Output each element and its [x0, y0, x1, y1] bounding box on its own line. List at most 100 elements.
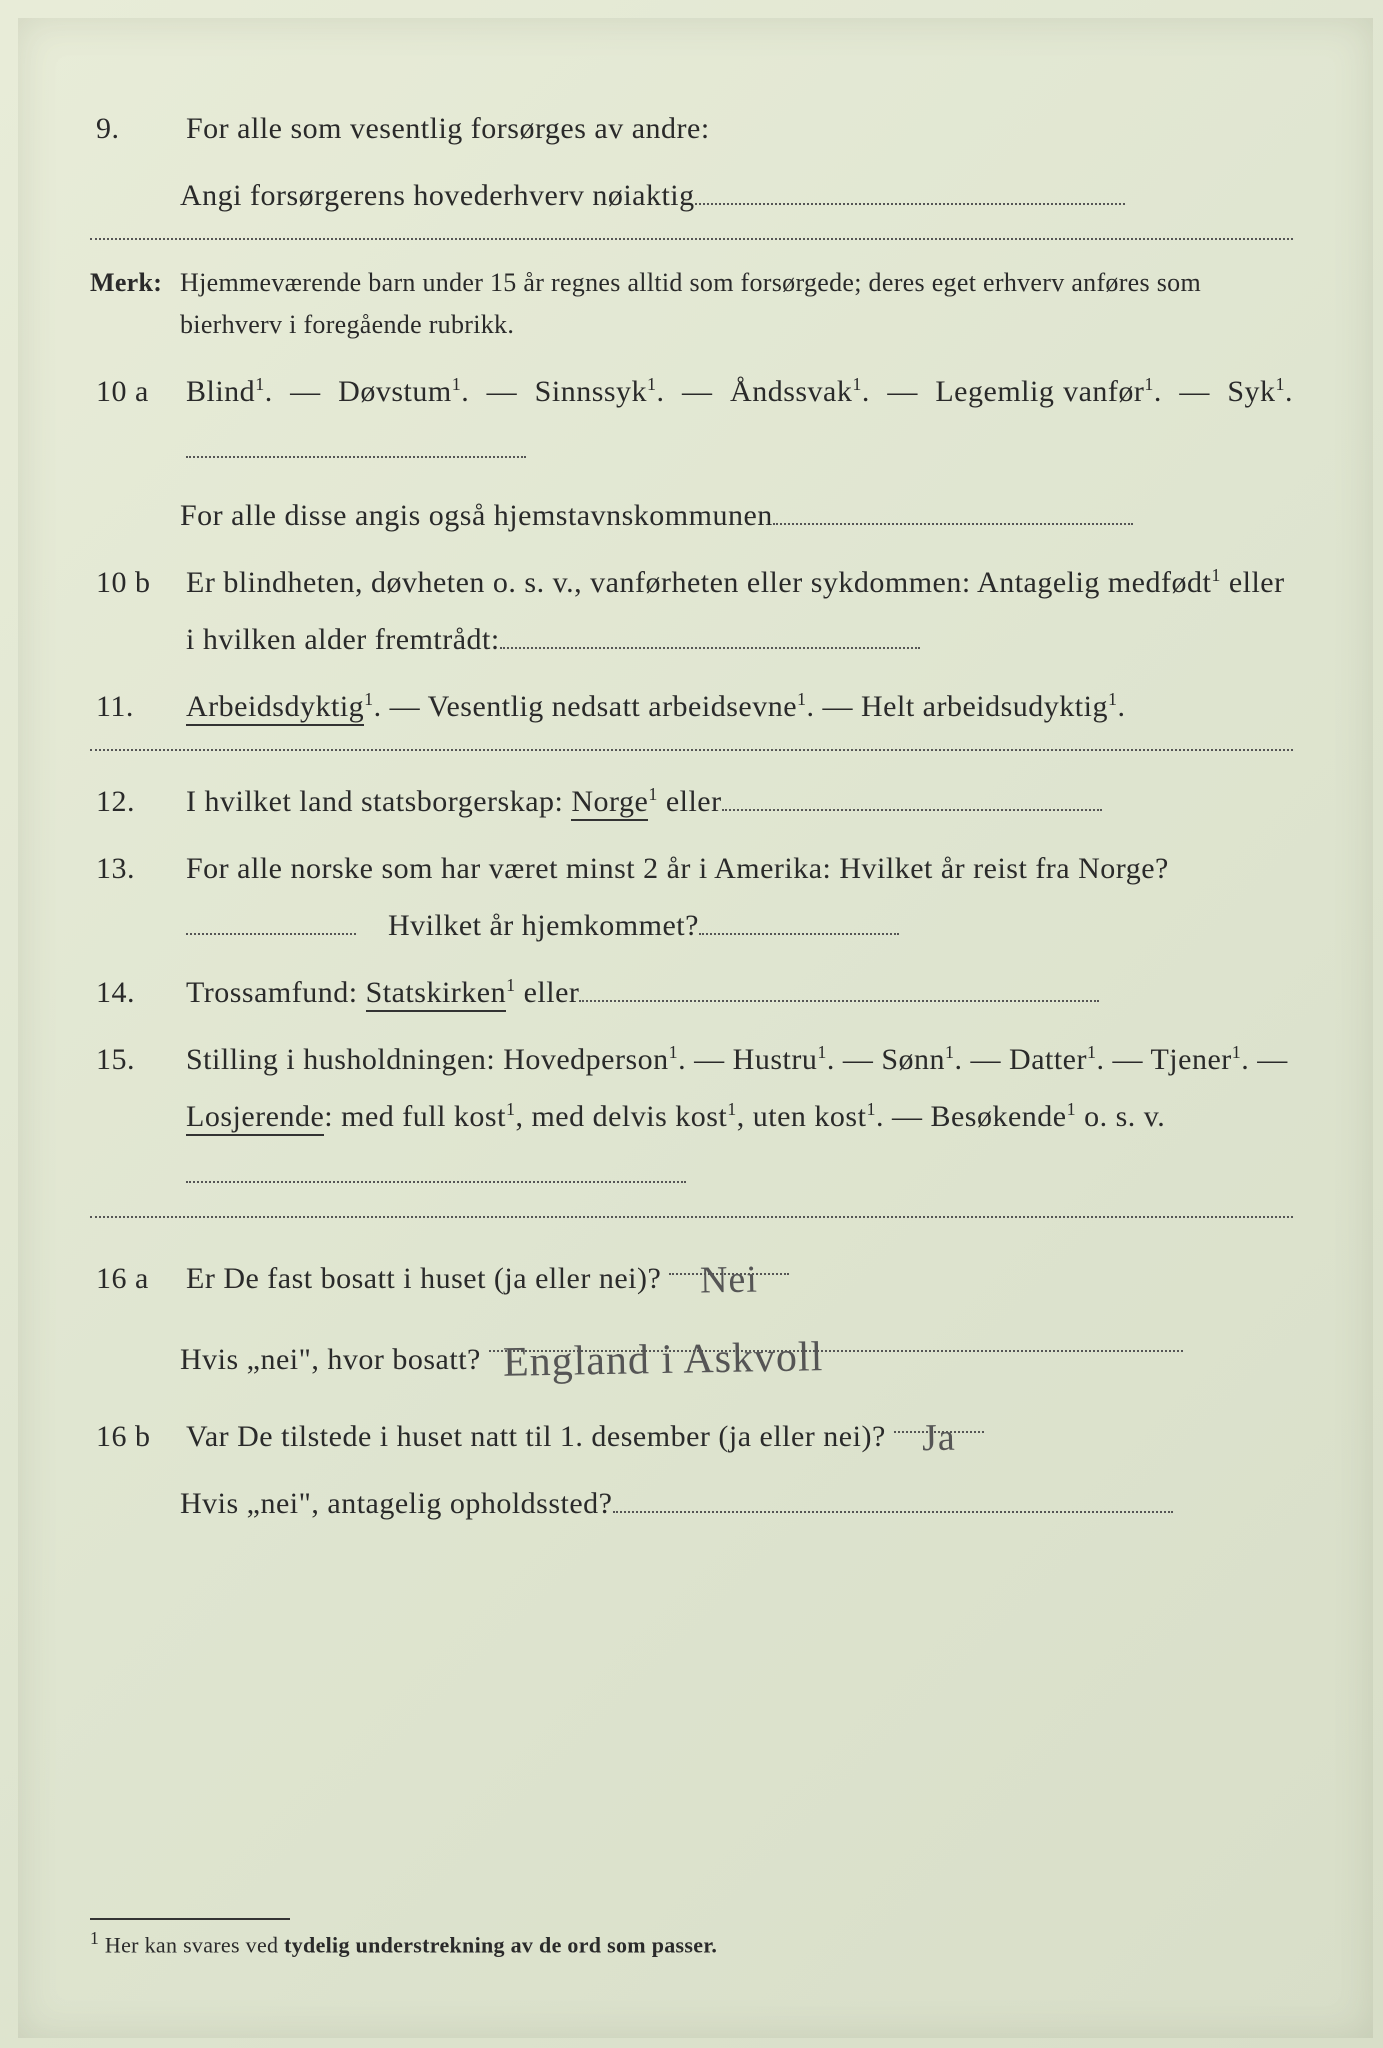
- opt-hovedperson: Hovedperson: [503, 1043, 668, 1076]
- q9-number: 9.: [90, 100, 186, 157]
- blank-line: [579, 967, 1099, 1002]
- sup: 1: [1087, 1042, 1097, 1062]
- question-10b: 10 b Er blindheten, døvheten o. s. v., v…: [90, 554, 1293, 668]
- q13-text-a: For alle norske som har været minst 2 år…: [186, 852, 1169, 885]
- q12-norge: Norge: [571, 785, 648, 821]
- blank-line: [500, 614, 920, 649]
- q15-after-ul3: , uten kost: [737, 1100, 867, 1133]
- opt-andssvak: Åndssvak: [730, 375, 852, 408]
- opt-sonn: Sønn: [881, 1043, 945, 1076]
- sup: 1: [647, 374, 657, 394]
- q12-number: 12.: [90, 773, 186, 830]
- sup: 1: [506, 1099, 516, 1119]
- q11-number: 11.: [90, 678, 186, 735]
- opt-dovstum: Døvstum: [338, 375, 452, 408]
- blank-line: [186, 1148, 686, 1183]
- q15-tail: . — Besøkende: [876, 1100, 1067, 1133]
- q15-after-ul: : med full kost: [324, 1100, 506, 1133]
- q9-line2-text: Angi forsørgerens hovederhverv nøiaktig: [180, 179, 695, 212]
- opt-tjener: Tjener: [1150, 1043, 1231, 1076]
- question-15: 15. Stilling i husholdningen: Hovedperso…: [90, 1031, 1293, 1202]
- q10b-body: Er blindheten, døvheten o. s. v., vanfør…: [186, 554, 1293, 668]
- q16b-number: 16 b: [90, 1408, 186, 1465]
- blank-line: [186, 423, 526, 458]
- sup: 1: [1232, 1042, 1242, 1062]
- q14-body: Trossamfund: Statskirken1 eller: [186, 964, 1293, 1021]
- opt-hustru: Hustru: [733, 1043, 818, 1076]
- footnote-rule: [90, 1918, 290, 1920]
- opt-udyktig: Helt arbeidsudyktig: [861, 690, 1108, 723]
- q14-statskirken: Statskirken: [366, 976, 507, 1012]
- sup: 1: [797, 689, 807, 709]
- document-page: 9. For alle som vesentlig forsørges av a…: [0, 0, 1383, 2048]
- footnote: 1 Her kan svares ved tydelig understrekn…: [90, 1928, 1293, 1958]
- question-9: 9. For alle som vesentlig forsørges av a…: [90, 100, 1293, 157]
- sup: 1: [648, 784, 658, 804]
- q14-number: 14.: [90, 964, 186, 1021]
- question-16a: 16 a Er De fast bosatt i huset (ja eller…: [90, 1240, 1293, 1307]
- q14-text-a: Trossamfund:: [186, 976, 366, 1009]
- q10a-line2-text: For alle disse angis også hjemstavnskomm…: [180, 499, 773, 532]
- q16b-ans1-line: Ja: [894, 1398, 984, 1433]
- merk-text: Hjemmeværende barn under 15 år regnes al…: [180, 262, 1293, 345]
- section-divider: [90, 238, 1293, 240]
- q10a-line2: For alle disse angis også hjemstavnskomm…: [90, 487, 1293, 544]
- q12-text-b: eller: [658, 785, 722, 818]
- opt-arbeidsdyktig: Arbeidsdyktig: [186, 690, 364, 726]
- sup: 1: [852, 374, 862, 394]
- q10a-body: Blind1. — Døvstum1. — Sinnssyk1. — Åndss…: [186, 363, 1293, 477]
- opt-datter: Datter: [1009, 1043, 1087, 1076]
- q16a-q1: Er De fast bosatt i huset (ja eller nei)…: [186, 1262, 661, 1295]
- question-13: 13. For alle norske som har været minst …: [90, 840, 1293, 954]
- q15-lead: Stilling i husholdningen:: [186, 1043, 503, 1076]
- sup: 1: [866, 1099, 876, 1119]
- q16a-number: 16 a: [90, 1250, 186, 1307]
- blank-line: [695, 170, 1125, 205]
- sup: 1: [255, 374, 265, 394]
- opt-losjerende: Losjerende: [186, 1100, 324, 1136]
- blank-line: [186, 900, 356, 935]
- footnote-marker: 1: [90, 1928, 99, 1948]
- footnote-section: 1 Her kan svares ved tydelig understrekn…: [90, 1918, 1293, 1958]
- opt-legemlig: Legemlig vanfør: [935, 375, 1144, 408]
- sup: 1: [506, 975, 516, 995]
- q16a-body: Er De fast bosatt i huset (ja eller nei)…: [186, 1240, 1293, 1307]
- sup: 1: [1211, 565, 1221, 585]
- blank-line: [773, 490, 1133, 525]
- sup: 1: [1144, 374, 1154, 394]
- q13-body: For alle norske som har været minst 2 år…: [186, 840, 1293, 954]
- sup: 1: [669, 1042, 679, 1062]
- blank-line: [722, 776, 1102, 811]
- q13-text-b: Hvilket år hjemkommet?: [388, 909, 699, 942]
- question-14: 14. Trossamfund: Statskirken1 eller: [90, 964, 1293, 1021]
- sup: 1: [1108, 689, 1118, 709]
- question-10a: 10 a Blind1. — Døvstum1. — Sinnssyk1. — …: [90, 363, 1293, 477]
- q16a-ans2: England i Askvoll: [502, 1318, 824, 1403]
- opt-blind: Blind: [186, 375, 255, 408]
- q12-body: I hvilket land statsborgerskap: Norge1 e…: [186, 773, 1293, 830]
- q11-body: Arbeidsdyktig1. — Vesentlig nedsatt arbe…: [186, 678, 1293, 735]
- q13-number: 13.: [90, 840, 186, 897]
- merk-note: Merk: Hjemmeværende barn under 15 år reg…: [90, 262, 1293, 345]
- q15-after-ul2: , med delvis kost: [515, 1100, 727, 1133]
- opt-nedsatt: Vesentlig nedsatt arbeidsevne: [428, 690, 797, 723]
- sup: 1: [1276, 374, 1286, 394]
- section-divider: [90, 749, 1293, 751]
- q16a-line2: Hvis „nei", hvor bosatt? England i Askvo…: [90, 1317, 1293, 1388]
- blank-line: [699, 900, 899, 935]
- q10a-number: 10 a: [90, 363, 186, 420]
- q12-text-a: I hvilket land statsborgerskap:: [186, 785, 571, 818]
- sup: 1: [817, 1042, 827, 1062]
- opt-syk: Syk: [1227, 375, 1275, 408]
- sup: 1: [364, 689, 374, 709]
- q16a-q2: Hvis „nei", hvor bosatt?: [180, 1343, 481, 1376]
- section-divider: [90, 1216, 1293, 1218]
- q10b-text-a: Er blindheten, døvheten o. s. v., vanfør…: [186, 566, 1211, 599]
- sup: 1: [1067, 1099, 1077, 1119]
- footnote-text-bold: tydelig understrekning av de ord som pas…: [284, 1932, 717, 1957]
- footnote-text-a: Her kan svares ved: [105, 1932, 284, 1957]
- q16b-ans1: Ja: [921, 1402, 956, 1475]
- q16b-q2: Hvis „nei", antagelig opholdssted?: [180, 1487, 613, 1520]
- q16b-q1: Var De tilstede i huset natt til 1. dese…: [186, 1420, 886, 1453]
- q16a-ans1-line: Nei: [669, 1240, 789, 1275]
